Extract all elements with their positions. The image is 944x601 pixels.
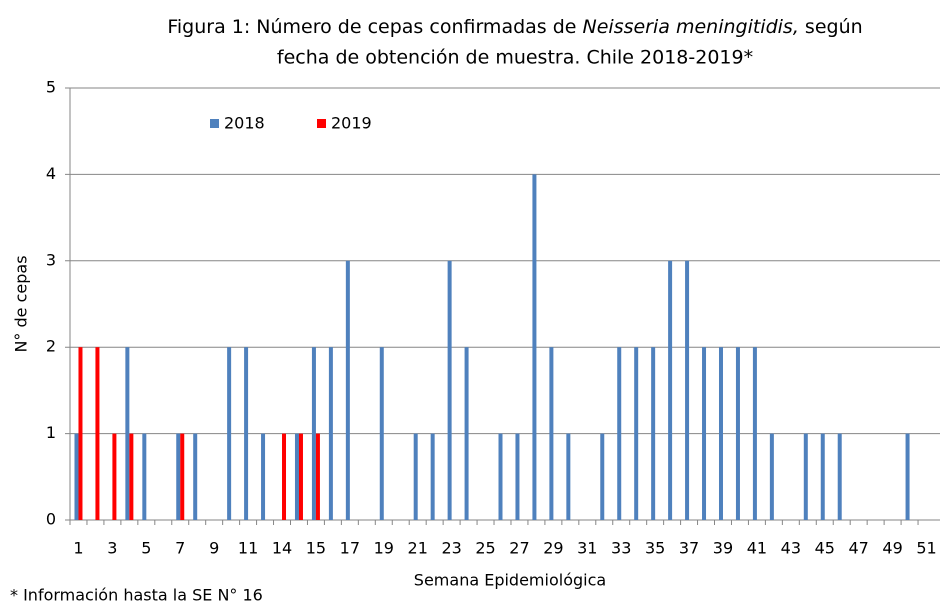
x-tick-label: 7 — [175, 539, 185, 558]
bar — [180, 433, 185, 520]
y-tick-label: 2 — [46, 337, 56, 356]
bar — [837, 433, 842, 520]
bar — [298, 433, 303, 520]
bar — [464, 347, 469, 520]
bar — [282, 433, 287, 520]
x-tick-label: 29 — [543, 539, 563, 558]
bar — [498, 433, 503, 520]
bar — [685, 260, 690, 520]
bar — [447, 260, 452, 520]
x-tick-label: 3 — [107, 539, 117, 558]
bar — [129, 433, 134, 520]
bar — [261, 433, 266, 520]
x-tick-label: 17 — [340, 539, 360, 558]
bar — [820, 433, 825, 520]
bar — [95, 347, 100, 520]
bar — [379, 347, 384, 520]
bar — [752, 347, 757, 520]
bar — [735, 347, 740, 520]
bar — [244, 347, 249, 520]
x-tick-label: 33 — [611, 539, 631, 558]
x-axis-label: Semana Epidemiológica — [414, 571, 606, 590]
bar — [294, 433, 299, 520]
y-tick-label: 4 — [46, 164, 56, 183]
x-tick-label: 5 — [141, 539, 151, 558]
bar — [74, 433, 79, 520]
legend-label: 2019 — [331, 114, 372, 133]
x-tick-label: 19 — [374, 539, 394, 558]
bar — [311, 347, 316, 520]
bar — [345, 260, 350, 520]
bar — [634, 347, 639, 520]
bar — [532, 174, 537, 520]
x-tick-label: 39 — [713, 539, 733, 558]
x-tick-label: 49 — [882, 539, 902, 558]
bar — [769, 433, 774, 520]
bar — [803, 433, 808, 520]
legend-label: 2018 — [224, 114, 265, 133]
bar — [142, 433, 147, 520]
x-tick-label: 51 — [916, 539, 936, 558]
bar — [315, 433, 320, 520]
bar — [176, 433, 181, 520]
legend-swatch — [210, 119, 219, 128]
y-axis-label: N° de cepas — [12, 255, 31, 352]
bar — [617, 347, 622, 520]
bar — [430, 433, 435, 520]
bar — [515, 433, 520, 520]
bar — [718, 347, 723, 520]
bar — [651, 347, 656, 520]
x-tick-label: 15 — [306, 539, 326, 558]
x-tick-label: 27 — [509, 539, 529, 558]
legend-swatch — [317, 119, 326, 128]
bar — [549, 347, 554, 520]
footnote: * Información hasta la SE N° 16 — [10, 586, 263, 601]
bar — [78, 347, 83, 520]
bar — [112, 433, 117, 520]
bar — [227, 347, 232, 520]
title-part: Figura 1: Número de cepas confirmadas de — [167, 16, 582, 38]
bar — [702, 347, 707, 520]
title-part: Neisseria meningitidis, — [583, 16, 799, 38]
bar — [193, 433, 198, 520]
x-tick-label: 14 — [272, 539, 292, 558]
x-tick-label: 23 — [441, 539, 461, 558]
y-tick-label: 1 — [46, 423, 56, 442]
x-tick-label: 21 — [408, 539, 428, 558]
bar — [566, 433, 571, 520]
x-tick-label: 11 — [238, 539, 258, 558]
chart-title: Figura 1: Número de cepas confirmadas de… — [167, 16, 862, 38]
x-tick-label: 35 — [645, 539, 665, 558]
y-tick-label: 0 — [46, 510, 56, 529]
x-tick-label: 41 — [747, 539, 767, 558]
y-tick-label: 3 — [46, 250, 56, 269]
bar — [328, 347, 333, 520]
x-tick-label: 45 — [815, 539, 835, 558]
title-part: según — [799, 16, 863, 38]
x-tick-label: 43 — [781, 539, 801, 558]
x-tick-label: 31 — [577, 539, 597, 558]
x-tick-label: 1 — [73, 539, 83, 558]
x-tick-label: 47 — [848, 539, 868, 558]
bar — [413, 433, 418, 520]
x-tick-label: 25 — [475, 539, 495, 558]
y-tick-label: 5 — [46, 78, 56, 97]
bar — [905, 433, 910, 520]
chart-title: fecha de obtención de muestra. Chile 201… — [277, 47, 753, 69]
bar — [125, 347, 130, 520]
x-tick-label: 37 — [679, 539, 699, 558]
x-tick-label: 9 — [209, 539, 219, 558]
bar — [668, 260, 673, 520]
bar — [600, 433, 605, 520]
